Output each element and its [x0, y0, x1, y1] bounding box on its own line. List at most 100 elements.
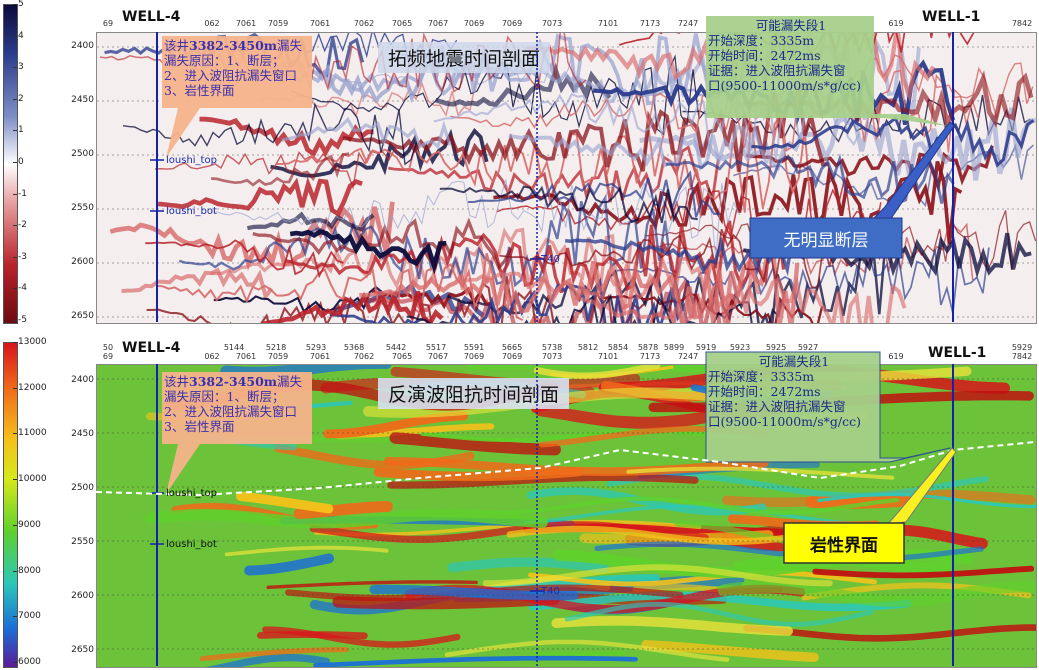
colorbar-tick: 0 [13, 157, 24, 167]
possible-loss-callout: 可能漏失段1 开始深度：3335m 开始时间：2472ms 证据：进入波阻抗漏失… [708, 354, 880, 429]
callout-shapes [150, 16, 955, 322]
colorbar-tick: 7000 [13, 611, 41, 622]
impedance-layer [632, 584, 719, 593]
colorbar-tick: 8000 [13, 565, 41, 576]
impedance-layer [528, 591, 912, 612]
trace-tick: 7061 [309, 19, 331, 28]
colorbar-tick: -2 [13, 220, 27, 231]
trace-tick: 7842 [1011, 19, 1033, 28]
seismic-reflector [121, 267, 274, 301]
lithology-interface-annotation: 岩性界面 [810, 536, 878, 556]
colorbar-tick: 4 [13, 30, 24, 41]
trace-tick: 5517 [425, 343, 447, 352]
trace-tick: 7062 [353, 352, 375, 361]
impedance-layer [144, 508, 548, 529]
trace-tick: 5878 [637, 343, 659, 352]
impedance-layer [743, 624, 1036, 642]
seismic-reflector [276, 113, 812, 213]
trace-tick: 7065 [391, 352, 413, 361]
trace-tick: 7069 [501, 19, 523, 28]
trace-tick: 7067 [427, 19, 449, 28]
trace-tick: 7061 [235, 352, 257, 361]
time-tick: 2500 [71, 149, 94, 159]
callout-start-depth: 开始深度：3335m [708, 33, 815, 48]
trace-tick: 7067 [427, 352, 449, 361]
callout-title: 可能漏失段1 [758, 354, 830, 369]
callout-line3: 2、进入波阻抗漏失窗口 [164, 68, 297, 83]
callout-window: 口(9500-11000m/s*g/cc) [708, 414, 861, 429]
colorbar-tick: 12000 [13, 382, 47, 393]
impedance-layer [506, 525, 794, 545]
impedance-layer [244, 553, 335, 576]
impedance-layer [387, 473, 699, 489]
seismic-reflector [665, 153, 955, 205]
callout-depth: 3382-3450m [189, 38, 278, 53]
callout-line4: 3、岩性界面 [164, 83, 235, 98]
impedance-layer [471, 496, 900, 515]
trace-tick: 5899 [663, 343, 685, 352]
time-tick: 2450 [71, 95, 94, 105]
callout-line1c: 漏失 [277, 374, 303, 389]
trace-tick: 50 [102, 343, 114, 352]
callout-evidence: 证据：进入波阻抗漏失窗 [708, 399, 846, 414]
colorbar-tick: 2 [13, 93, 24, 104]
colorbar-tick: 10000 [13, 474, 47, 485]
callout-line1a: 该井 [164, 374, 190, 389]
trace-tick: 5665 [501, 343, 523, 352]
trace-tick: 5591 [463, 343, 485, 352]
impedance-layer [332, 593, 560, 610]
trace-tick: 5927 [797, 343, 819, 352]
time-tick: 2600 [71, 591, 94, 601]
callout-line1a: 该井 [164, 38, 190, 53]
colorbar-tick: 6000 [13, 657, 41, 667]
impedance-layer [564, 601, 874, 627]
impedance-layer [817, 492, 1036, 509]
seismic-reflector [281, 116, 452, 150]
impedance-layer [533, 650, 626, 657]
well-1-label: WELL-1 [928, 345, 987, 361]
trace-tick: 062 [204, 19, 220, 28]
seismic-reflector [211, 152, 350, 187]
time-tick: 2650 [71, 645, 94, 655]
loushi-bot-label: loushi_bot [166, 206, 217, 217]
time-tick: 2550 [71, 203, 94, 213]
trace-tick: 69 [102, 19, 114, 28]
impedance-layer [224, 545, 389, 557]
seismic-reflector [252, 217, 513, 271]
time-tick: 2400 [71, 375, 94, 385]
trace-tick: 7059 [267, 352, 289, 361]
seismic-reflector [157, 176, 363, 217]
colorbar-tick: 3 [13, 62, 24, 73]
trace-tick: 5218 [265, 343, 287, 352]
seismic-reflector [145, 239, 344, 279]
impedance-layer [266, 580, 478, 589]
trace-tick: 7101 [597, 352, 619, 361]
no-fault-annotation: 无明显断层 [783, 231, 869, 251]
callout-evidence: 证据：进入波阻抗漏失窗 [708, 63, 846, 78]
impedance-layer [551, 616, 793, 636]
trace-tick: 5929 [1011, 343, 1033, 352]
trace-tick: 619 [888, 19, 904, 28]
impedance-layer [533, 365, 661, 380]
callout-line2: 漏失原因：1、断层； [164, 53, 285, 68]
impedance-layer [626, 466, 895, 480]
impedance-layer [199, 647, 349, 662]
amplitude-colorbar [3, 4, 18, 324]
colorbar-tick: 13000 [13, 337, 47, 347]
time-tick: 2550 [71, 537, 94, 547]
trace-tick: 5923 [729, 343, 751, 352]
impedance-layer [389, 432, 561, 456]
seismic-panel: 5 4 3 2 1 0 -1 -2 -3 -4 -5 2400 2450 2500 2550 2600 265… [0, 0, 1039, 330]
trace-tick: 7059 [267, 19, 289, 28]
impedance-layer [369, 584, 579, 601]
callout-window: 口(9500-11000m/s*g/cc) [708, 78, 861, 93]
possible-loss-callout: 可能漏失段1 开始深度：3335m 开始时间：2472ms 证据：进入波阻抗漏失… [708, 18, 874, 93]
impedance-layer [293, 500, 393, 520]
impedance-layer [420, 429, 745, 442]
trace-tick: 7061 [309, 352, 331, 361]
trace-tick: 5812 [577, 343, 599, 352]
loss-reason-callout: 该井3382-3450m漏失 漏失原因：1、断层； 2、进入波阻抗漏失窗口 3、… [164, 38, 302, 98]
trace-tick: 7069 [501, 352, 523, 361]
trace-tick: 7247 [677, 352, 699, 361]
impedance-layer [323, 411, 469, 439]
